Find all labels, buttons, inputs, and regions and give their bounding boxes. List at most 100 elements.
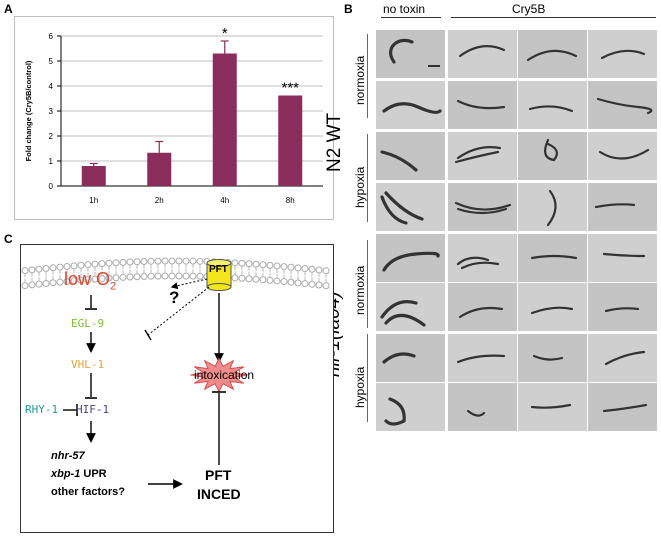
y-tick-label: 4 — [49, 82, 54, 91]
worm-shape — [543, 138, 558, 162]
worm-shape — [389, 38, 414, 64]
condition-bar — [367, 34, 368, 118]
lipid-head — [147, 257, 155, 265]
worm-shape — [604, 307, 640, 313]
worm-micrograph — [518, 30, 587, 78]
worm-shape — [546, 189, 557, 227]
nhr57-label: nhr-57 — [51, 450, 85, 462]
worm-shape — [602, 252, 646, 258]
worm-micrograph — [376, 234, 445, 282]
worm-shape — [530, 254, 578, 260]
lipid-head — [133, 258, 141, 266]
lipid-head — [301, 280, 309, 288]
low-o2-label: low O2 — [64, 269, 117, 293]
worm-shape — [596, 97, 653, 115]
worm-shape — [526, 49, 578, 62]
significance-marker: * — [222, 25, 228, 42]
panel-a-label: A — [4, 2, 13, 16]
xbp1-upr-label: xbp-1 UPR — [51, 468, 107, 480]
lipid-head — [175, 257, 183, 265]
no-toxin-header: no toxin — [383, 2, 426, 16]
worm-micrograph — [376, 30, 445, 78]
worm-shape — [456, 354, 506, 364]
panel-c-label: C — [4, 232, 13, 246]
worm-shape — [384, 397, 406, 426]
lipid-head — [133, 273, 141, 281]
lipid-head — [315, 281, 323, 289]
worm-shape — [380, 300, 426, 327]
lipid-head — [280, 278, 288, 286]
worm-shape — [530, 306, 574, 315]
lipid-head — [91, 260, 99, 268]
bar-chart-svg: 0 1 2 3 4 5 6 1h 2h 4h * 8h *** Fold change (Cry5B/co… — [24, 25, 323, 205]
worm-micrograph — [448, 183, 517, 231]
worm-micrograph — [376, 132, 445, 180]
worm-shape — [598, 148, 650, 160]
lipid-head — [294, 264, 302, 272]
lipid-head — [322, 282, 330, 290]
question-mark: ? — [169, 288, 180, 307]
worm-micrograph — [448, 30, 517, 78]
worm-micrograph — [376, 283, 445, 331]
lipid-head — [231, 259, 239, 267]
lipid-head — [266, 276, 274, 284]
worm-micrograph — [518, 132, 587, 180]
intoxication-burst-icon — [190, 357, 248, 393]
lipid-head — [189, 272, 197, 280]
lipid-head — [154, 257, 162, 265]
lipid-head — [42, 279, 50, 287]
lipid-head — [49, 264, 57, 272]
lipid-head — [105, 259, 113, 267]
pathway-diagram-svg — [21, 257, 330, 489]
worm-micrograph — [588, 234, 657, 282]
lipid-head — [63, 262, 71, 270]
worm-shape — [454, 146, 502, 164]
worm-micrograph — [376, 81, 445, 129]
y-tick-label: 2 — [49, 132, 54, 141]
worm-shape — [528, 105, 574, 113]
hif1-label: HIF-1 — [76, 403, 110, 416]
y-tick-label: 3 — [49, 107, 54, 116]
pft-inhibit-egl9-line — [147, 286, 210, 336]
egl9-label: EGL-9 — [71, 317, 105, 330]
intoxication-label: intoxication — [194, 368, 255, 382]
pft-inced-line1: PFT — [205, 467, 232, 483]
lipid-head — [252, 260, 260, 268]
worm-micrograph — [376, 183, 445, 231]
lipid-head — [308, 265, 316, 273]
bar-chart: 0 1 2 3 4 5 6 1h 2h 4h * 8h *** Fold change (Cry5B/co… — [14, 16, 334, 220]
significance-marker: *** — [281, 80, 299, 97]
lipid-head — [140, 257, 148, 265]
worm-shape — [380, 150, 418, 172]
worm-shape — [382, 251, 440, 272]
pft-label: PFT — [209, 264, 228, 275]
worm-shape — [532, 354, 564, 361]
lipid-head — [126, 273, 134, 281]
lipid-head — [287, 278, 295, 286]
worm-shape — [466, 409, 486, 417]
worm-shape — [600, 49, 646, 60]
pft-to-low-o2-arrow — [170, 278, 208, 290]
y-tick-label: 0 — [49, 182, 54, 191]
x-tick-label: 4h — [220, 196, 229, 205]
lipid-head — [175, 272, 183, 280]
lipid-head — [21, 282, 29, 290]
lipid-head — [301, 265, 309, 273]
lipid-head — [56, 278, 64, 286]
lipid-head — [56, 263, 64, 271]
y-tick-label: 6 — [49, 32, 54, 41]
pft-inced-line2: INCED — [197, 486, 241, 502]
bar — [212, 53, 237, 186]
worm-shape — [454, 201, 512, 215]
panel-b-label: B — [344, 2, 353, 16]
worm-micrograph — [588, 132, 657, 180]
lipid-head — [322, 267, 330, 275]
cell-membrane — [21, 257, 330, 290]
lipid-head — [238, 274, 246, 282]
lipid-head — [154, 272, 162, 280]
bar — [81, 166, 106, 186]
lipid-head — [273, 262, 281, 270]
lipid-head — [77, 261, 85, 269]
lipid-head — [28, 266, 36, 274]
worm-micrograph — [448, 81, 517, 129]
